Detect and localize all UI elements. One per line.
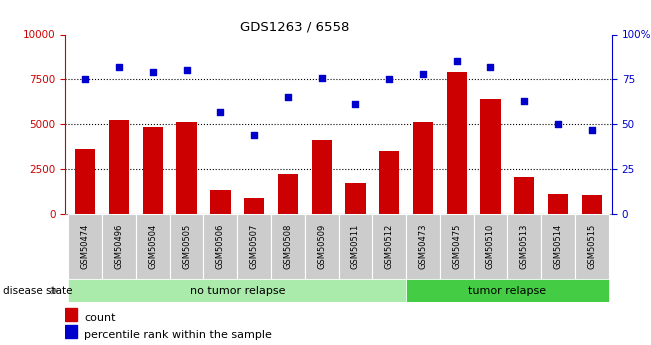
Bar (170, 214, 204, 279)
Bar (581, 195, 602, 214)
Point (519, 98, 529, 104)
Point (182, 68, 192, 73)
Bar (473, 214, 507, 279)
Bar (204, 214, 237, 279)
Bar (312, 140, 332, 214)
Bar (541, 214, 575, 279)
Bar (65, 308, 77, 321)
Bar (102, 214, 136, 279)
Bar (65, 325, 77, 338)
Bar (68, 214, 102, 279)
Bar (575, 214, 609, 279)
Bar (109, 120, 130, 214)
Text: tumor relapse: tumor relapse (468, 286, 546, 296)
Text: GSM50509: GSM50509 (317, 224, 326, 269)
Bar (440, 214, 473, 279)
Text: GSM50506: GSM50506 (216, 224, 225, 269)
Bar (271, 214, 305, 279)
Bar (514, 177, 534, 214)
Text: GSM50514: GSM50514 (553, 224, 562, 269)
Text: no tumor relapse: no tumor relapse (189, 286, 285, 296)
Bar (244, 198, 264, 214)
Text: GSM50510: GSM50510 (486, 224, 495, 269)
Point (148, 69, 158, 75)
Bar (480, 99, 501, 214)
Text: GSM50515: GSM50515 (587, 224, 596, 269)
Point (384, 77, 395, 82)
Point (451, 59, 462, 64)
Text: GSM50496: GSM50496 (115, 224, 124, 269)
Text: GSM50475: GSM50475 (452, 224, 461, 269)
Bar (68, 279, 406, 302)
Bar (372, 214, 406, 279)
Bar (143, 127, 163, 214)
Text: GSM50512: GSM50512 (385, 224, 394, 269)
Point (350, 102, 361, 107)
Text: GSM50504: GSM50504 (148, 224, 158, 269)
Bar (345, 184, 365, 214)
Bar (305, 214, 339, 279)
Bar (406, 214, 440, 279)
Text: GSM50474: GSM50474 (81, 224, 90, 269)
Point (418, 71, 428, 77)
Title: GDS1263 / 6558: GDS1263 / 6558 (240, 20, 350, 33)
Point (587, 127, 597, 132)
Point (114, 64, 124, 70)
Text: GSM50513: GSM50513 (519, 224, 529, 269)
Text: GSM50473: GSM50473 (419, 224, 428, 269)
Point (215, 109, 226, 115)
Point (283, 95, 293, 100)
Bar (76, 149, 96, 214)
Text: GSM50508: GSM50508 (283, 224, 292, 269)
Text: GSM50505: GSM50505 (182, 224, 191, 269)
Bar (210, 190, 230, 214)
Bar (547, 194, 568, 214)
Bar (278, 175, 298, 214)
Point (80, 77, 90, 82)
Point (249, 132, 259, 138)
Text: count: count (84, 313, 116, 323)
Text: GSM50511: GSM50511 (351, 224, 360, 269)
Point (316, 75, 327, 80)
Bar (447, 72, 467, 214)
Bar (413, 121, 433, 214)
Bar (339, 214, 372, 279)
Text: percentile rank within the sample: percentile rank within the sample (84, 330, 272, 340)
Bar (237, 214, 271, 279)
Bar (507, 214, 541, 279)
Bar (379, 151, 399, 214)
Text: disease state: disease state (3, 286, 73, 296)
Point (553, 121, 563, 127)
Text: GSM50507: GSM50507 (249, 224, 258, 269)
Bar (136, 214, 170, 279)
Point (485, 64, 495, 70)
Bar (176, 121, 197, 214)
Bar (406, 279, 609, 302)
